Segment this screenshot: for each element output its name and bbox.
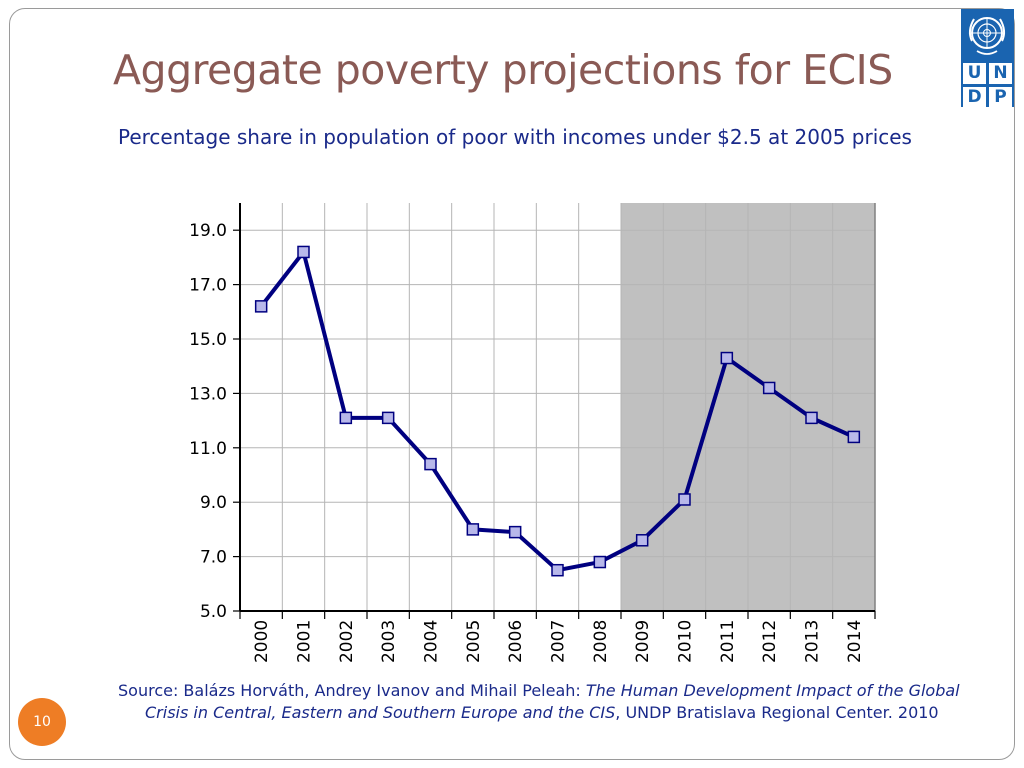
- source-prefix: Source: Balázs Horváth, Andrey Ivanov an…: [118, 681, 586, 700]
- data-point-marker: [381, 411, 395, 425]
- y-tick-label: 5.0: [200, 602, 227, 622]
- data-point-marker: [762, 381, 776, 395]
- data-point-marker: [551, 563, 564, 577]
- data-point-marker: [847, 430, 861, 444]
- chart-subtitle: Percentage share in population of poor w…: [118, 125, 912, 149]
- source-note: Source: Balázs Horváth, Andrey Ivanov an…: [118, 680, 985, 724]
- logo-letter-d: D: [963, 86, 986, 107]
- logo-letter-u1: U: [963, 63, 986, 84]
- data-point-marker: [508, 525, 522, 539]
- data-point-marker: [254, 300, 268, 313]
- data-point-marker: [339, 411, 353, 425]
- x-tick-label: 2012: [760, 620, 780, 663]
- poverty-line-chart: 5.0 7.0 9.0 11.0 13.0 15.0 17.0 19.0 2000 2001 200…: [189, 203, 876, 663]
- slide-frame: [9, 8, 1015, 760]
- source-title: The Human Development Impact of the Glob…: [145, 681, 960, 722]
- data-point-marker: [635, 534, 649, 547]
- x-tick-label: 2001: [295, 620, 315, 663]
- x-tick-label: 2004: [422, 620, 442, 663]
- x-tick-label: 2006: [506, 620, 526, 663]
- logo-letter-p: P: [989, 86, 1012, 107]
- x-tick-label: 2005: [464, 620, 484, 663]
- data-point-marker: [678, 493, 691, 506]
- y-tick-label: 13.0: [189, 384, 227, 404]
- data-point-marker: [593, 555, 607, 569]
- source-suffix: , UNDP Bratislava Regional Center. 2010: [615, 703, 939, 722]
- x-tick-label: 2010: [676, 620, 696, 663]
- data-point-marker: [720, 351, 734, 365]
- logo-letter-n: N: [989, 63, 1012, 84]
- y-tick-label: 11.0: [189, 439, 227, 459]
- data-point-marker: [805, 411, 818, 425]
- y-tick-label: 19.0: [189, 221, 227, 241]
- data-point-marker: [424, 457, 437, 471]
- y-tick-label: 17.0: [189, 276, 227, 296]
- y-tick-label: 15.0: [189, 330, 227, 350]
- x-tick-label: 2000: [252, 620, 272, 663]
- data-point-marker: [466, 523, 480, 536]
- y-tick-label: 9.0: [200, 493, 227, 513]
- x-tick-label: 2008: [591, 620, 611, 663]
- slide-title: Aggregate poverty projections for ECIS: [113, 46, 893, 94]
- x-tick-label: 2003: [379, 620, 399, 663]
- undp-logo: U N D P: [961, 9, 1014, 107]
- un-emblem-icon: [968, 17, 1006, 55]
- y-tick-label: 7.0: [200, 548, 227, 568]
- page-number-badge: 10: [18, 698, 66, 746]
- x-tick-label: 2007: [549, 620, 569, 663]
- x-tick-label: 2011: [718, 620, 738, 663]
- x-tick-label: 2013: [803, 620, 823, 663]
- x-tick-label: 2002: [337, 620, 357, 663]
- data-point-marker: [297, 245, 310, 259]
- x-tick-label: 2014: [845, 620, 865, 663]
- x-tick-label: 2009: [633, 620, 653, 663]
